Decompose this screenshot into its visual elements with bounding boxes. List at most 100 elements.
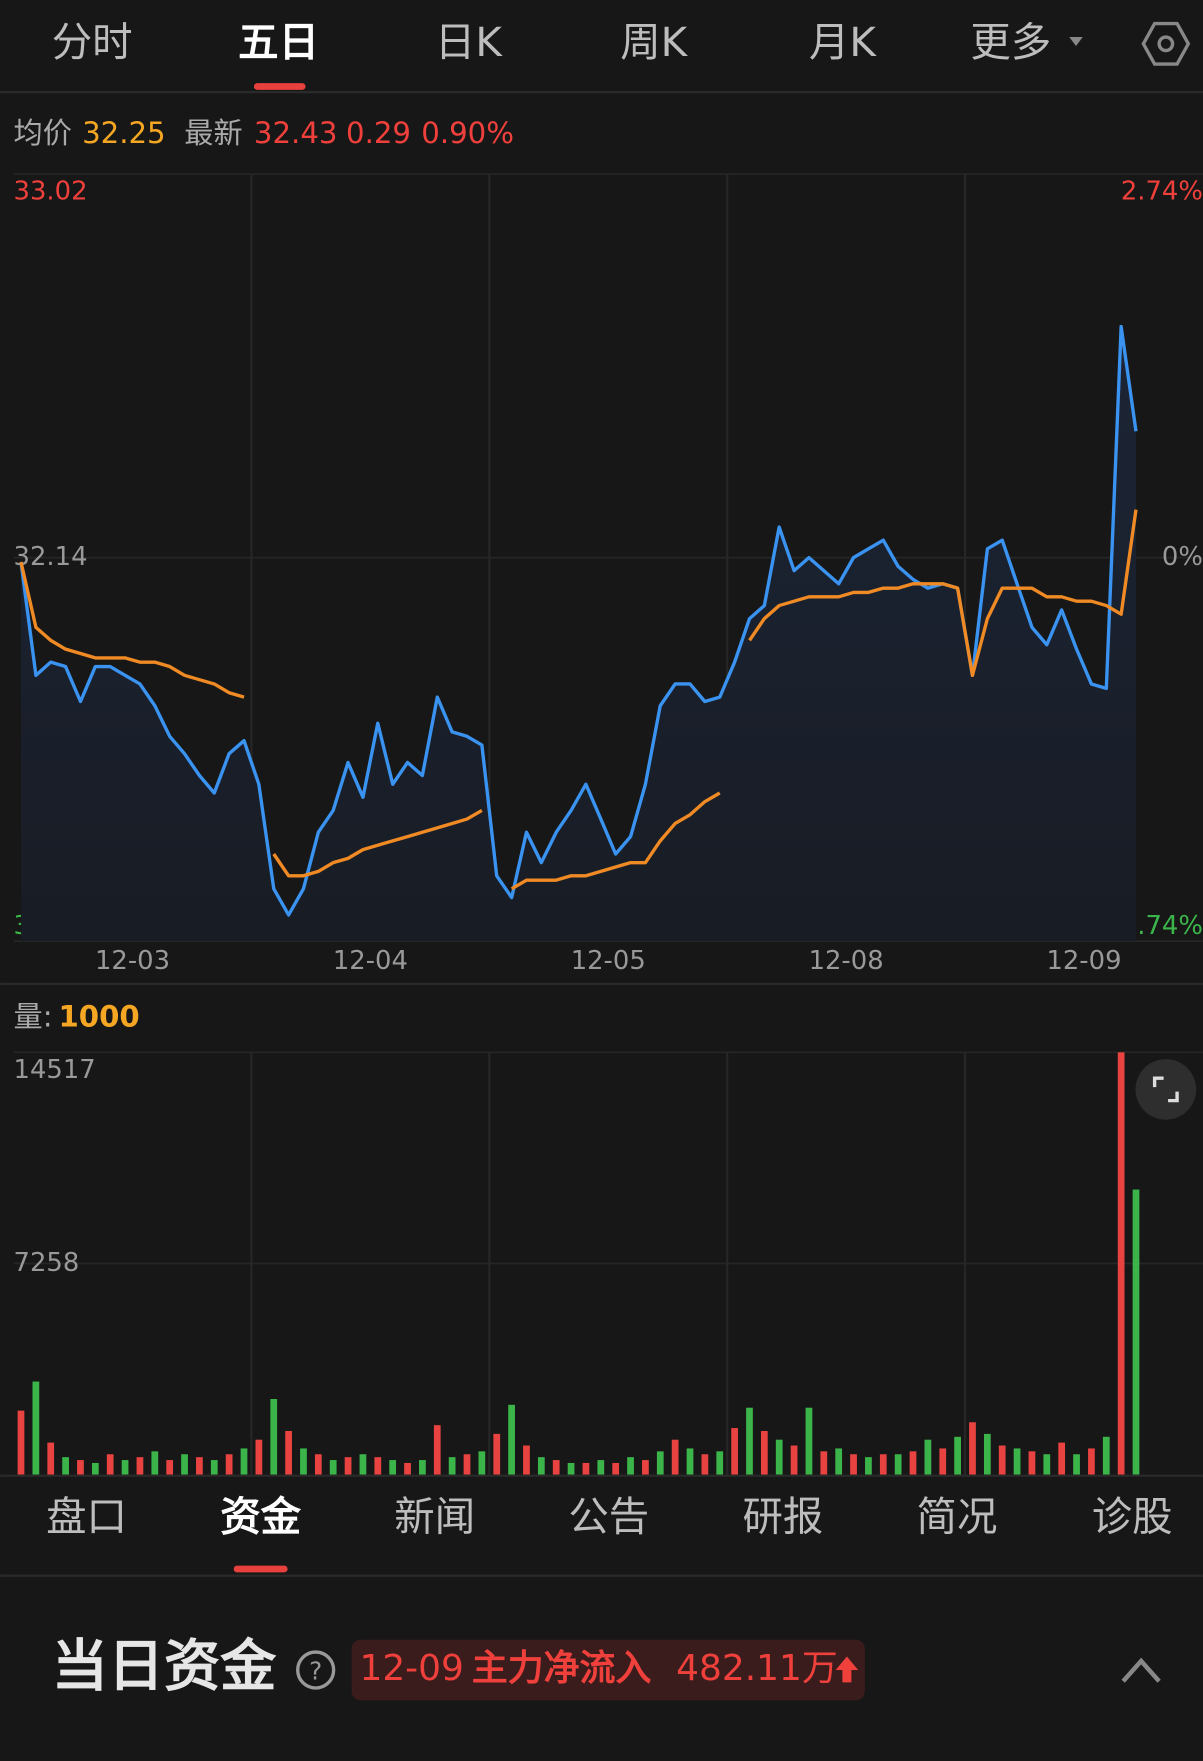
volume-bar [419, 1460, 426, 1475]
volume-bar [671, 1439, 679, 1475]
volume-bar [850, 1454, 857, 1475]
tab[interactable]: 日K [435, 18, 503, 66]
volume-bar [716, 1451, 724, 1475]
last-value: 32.43 [254, 116, 338, 150]
volume-bar [1102, 1436, 1110, 1475]
help-icon[interactable] [296, 1650, 336, 1690]
collapse-icon[interactable] [1121, 1657, 1161, 1683]
tab[interactable]: 研报 [742, 1493, 823, 1541]
volume-bar [924, 1439, 932, 1475]
tab[interactable]: 盘口 [46, 1493, 127, 1541]
help-icon-mark: ? [309, 1656, 322, 1685]
volume-bar [478, 1451, 486, 1475]
more-arrow [1069, 37, 1083, 47]
tab-indicator [233, 1565, 288, 1573]
volume-bar [582, 1462, 590, 1475]
volume-bar [493, 1433, 501, 1475]
change-pct: 0.90% [421, 116, 514, 150]
tab[interactable]: 更多 [970, 18, 1051, 66]
avg-line [19, 509, 1138, 891]
volume-bar [389, 1460, 397, 1475]
tab[interactable]: 资金 [220, 1493, 301, 1541]
volume-bar [954, 1436, 961, 1475]
volume-bar [136, 1457, 144, 1475]
volume-bar [166, 1460, 174, 1475]
volume-bar [909, 1451, 917, 1475]
volume-bar [508, 1404, 515, 1475]
volume-bar [196, 1457, 203, 1475]
tab[interactable]: 五日 [238, 18, 319, 66]
volume-bar [731, 1428, 738, 1475]
volume-bar [62, 1457, 69, 1475]
up-arrow [835, 1656, 859, 1683]
tab[interactable]: 新闻 [394, 1493, 475, 1541]
capital-amount: 482.11万 [676, 1648, 838, 1689]
x-tick-label: 12-05 [571, 946, 646, 976]
volume-bar [686, 1448, 694, 1475]
volume-bar [314, 1454, 322, 1475]
expand-icon [1152, 1076, 1179, 1103]
tab[interactable]: 周K [620, 18, 688, 66]
volume-bar [775, 1439, 783, 1475]
avg-value: 32.25 [82, 116, 166, 150]
capital-title: 当日资金 [52, 1635, 277, 1700]
y-tick-label: 32.14 [14, 542, 88, 572]
volume-bar [359, 1454, 367, 1475]
volume-bar [969, 1422, 976, 1475]
volume-bar [790, 1445, 798, 1475]
last-label: 最新 [184, 116, 242, 150]
volume-bar [552, 1460, 560, 1475]
price-chart: 12-0312-0412-0512-0812-0931.2632.1433.02… [13, 173, 1203, 976]
volume-bar [448, 1457, 456, 1475]
tab[interactable]: 公告 [568, 1493, 649, 1541]
bottom-tabs: 盘口 资金 新闻 公告 研报 简况 诊股 [46, 1493, 1172, 1541]
volume-bar [612, 1462, 620, 1475]
y2-tick-label: 0% [1162, 542, 1203, 572]
settings-icon[interactable] [1141, 21, 1191, 66]
volume-bar [879, 1454, 887, 1475]
tab[interactable]: 诊股 [1092, 1493, 1173, 1541]
volume-bar [32, 1381, 40, 1475]
volume-bar [835, 1448, 843, 1475]
volume-bar [17, 1410, 25, 1475]
volume-bar [225, 1454, 233, 1475]
volume-bar [151, 1451, 159, 1475]
tab-indicator [253, 83, 306, 90]
volume-bar [1043, 1454, 1051, 1475]
volume-current: 1000 [58, 1000, 139, 1034]
avg-label: 均价 [14, 116, 72, 150]
settings-icon-dot [1157, 35, 1175, 53]
y-tick-label: 14517 [14, 1055, 96, 1085]
volume-bar [210, 1460, 218, 1475]
volume-bar [106, 1454, 114, 1475]
capital-pill [351, 1639, 865, 1701]
volume-bar [344, 1457, 352, 1475]
volume-bar [463, 1454, 471, 1475]
x-tick-label: 12-03 [95, 946, 170, 976]
x-tick-label: 12-09 [1046, 946, 1121, 976]
tab[interactable]: 分时 [52, 18, 133, 66]
y-tick-label: 7258 [14, 1248, 80, 1278]
volume-bar [77, 1460, 84, 1475]
volume-bar [701, 1454, 709, 1475]
volume-bar [537, 1457, 545, 1475]
volume-bar [300, 1448, 307, 1475]
expand-button[interactable] [1135, 1059, 1197, 1120]
y2-tick-label: 2.74% [1121, 177, 1203, 207]
volume-bar [805, 1407, 813, 1475]
volume-bar [329, 1460, 337, 1475]
volume-bar [939, 1448, 947, 1475]
volume-bar [820, 1451, 828, 1475]
tab[interactable]: 简况 [917, 1493, 998, 1541]
volume-bar [374, 1457, 382, 1475]
volume-bar [998, 1445, 1006, 1475]
tab[interactable]: 月K [809, 18, 877, 66]
volume-bar [433, 1425, 441, 1475]
change: 0.29 [346, 116, 411, 150]
volume-bar [760, 1430, 768, 1475]
price-area [20, 326, 1137, 942]
y-tick-label: 33.02 [14, 177, 88, 207]
volume-bar [181, 1454, 188, 1475]
volume-bar [627, 1457, 634, 1475]
